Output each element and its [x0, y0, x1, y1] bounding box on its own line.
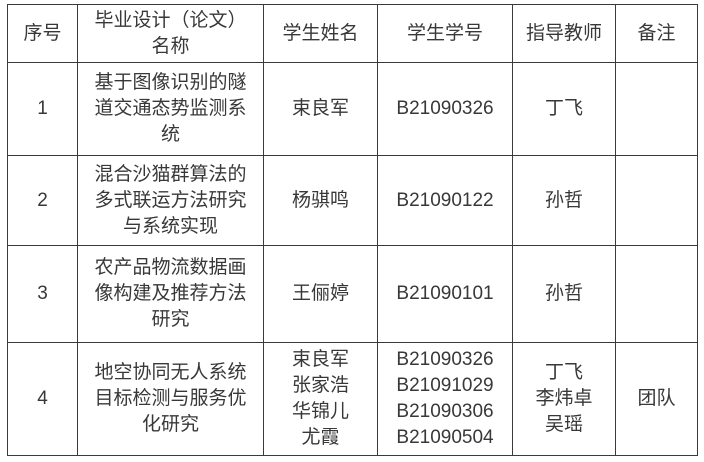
cell-index: 4 — [7, 342, 78, 456]
cell-advisor: 丁飞 — [512, 62, 616, 156]
cell-student-id: B21090326 B21091029 B21090306 B21090504 — [377, 342, 513, 456]
thesis-table: 序号 毕业设计（论文） 名称 学生姓名 学生学号 指导教师 备注 1 基于图像识… — [7, 4, 698, 456]
cell-advisor: 丁飞 李炜卓 吴瑶 — [512, 342, 616, 456]
cell-index: 3 — [7, 245, 78, 343]
col-header-remark: 备注 — [615, 4, 698, 63]
cell-student: 束良军 — [263, 62, 378, 156]
cell-title: 基于图像识别的隧 道交通态势监测系 统 — [77, 62, 264, 156]
cell-remark: 团队 — [615, 342, 698, 456]
cell-title: 农产品物流数据画 像构建及推荐方法 研究 — [77, 245, 264, 343]
cell-index: 1 — [7, 62, 78, 156]
cell-advisor: 孙哲 — [512, 155, 616, 246]
cell-student: 王俪婷 — [263, 245, 378, 343]
table-row: 2 混合沙猫群算法的 多式联运方法研究 与系统实现 杨骐鸣 B21090122 … — [7, 155, 698, 246]
cell-title: 混合沙猫群算法的 多式联运方法研究 与系统实现 — [77, 155, 264, 246]
header-row: 序号 毕业设计（论文） 名称 学生姓名 学生学号 指导教师 备注 — [7, 4, 698, 63]
col-header-student-id: 学生学号 — [377, 4, 513, 63]
col-header-index: 序号 — [7, 4, 78, 63]
table-row: 3 农产品物流数据画 像构建及推荐方法 研究 王俪婷 B21090101 孙哲 — [7, 245, 698, 343]
cell-student-id: B21090122 — [377, 155, 513, 246]
col-header-student: 学生姓名 — [263, 4, 378, 63]
cell-remark — [615, 245, 698, 343]
col-header-advisor: 指导教师 — [512, 4, 616, 63]
cell-advisor: 孙哲 — [512, 245, 616, 343]
cell-student: 杨骐鸣 — [263, 155, 378, 246]
cell-student-id: B21090326 — [377, 62, 513, 156]
table-row: 1 基于图像识别的隧 道交通态势监测系 统 束良军 B21090326 丁飞 — [7, 62, 698, 156]
col-header-title: 毕业设计（论文） 名称 — [77, 4, 264, 63]
cell-remark — [615, 155, 698, 246]
cell-student-id: B21090101 — [377, 245, 513, 343]
cell-title: 地空协同无人系统 目标检测与服务优 化研究 — [77, 342, 264, 456]
cell-remark — [615, 62, 698, 156]
cell-student: 束良军 张家浩 华锦儿 尤霞 — [263, 342, 378, 456]
cell-index: 2 — [7, 155, 78, 246]
table-row: 4 地空协同无人系统 目标检测与服务优 化研究 束良军 张家浩 华锦儿 尤霞 B… — [7, 342, 698, 456]
